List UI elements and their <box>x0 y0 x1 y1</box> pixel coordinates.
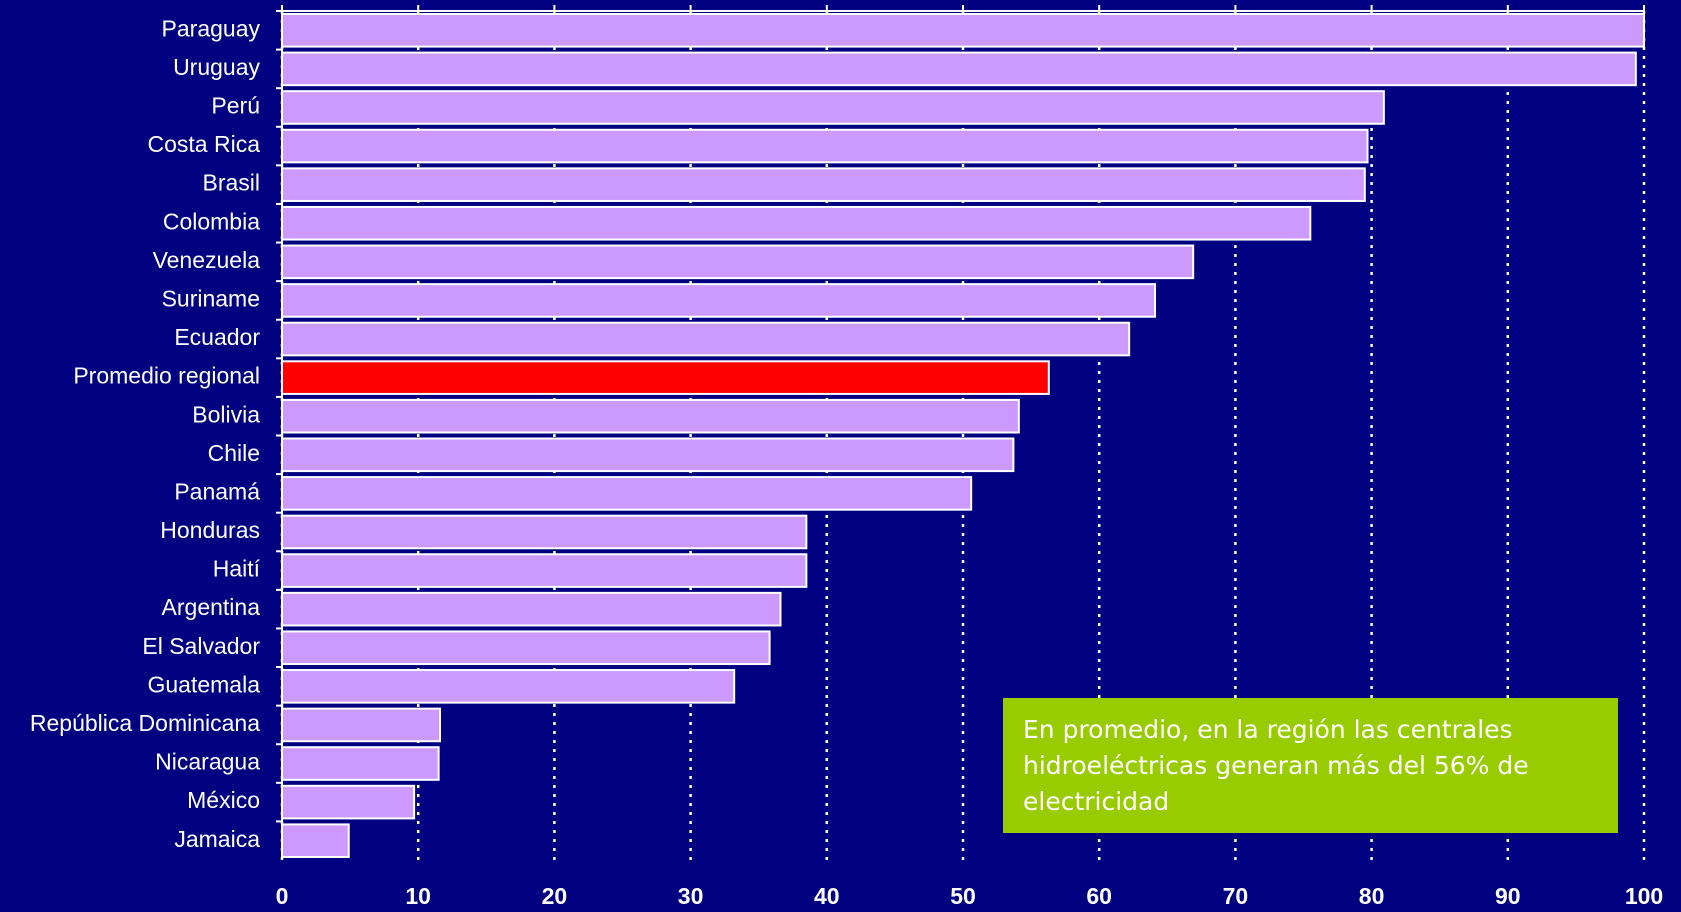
bar <box>281 205 1312 241</box>
y-tick-label: Perú <box>211 93 260 119</box>
y-tick-label: El Salvador <box>142 633 260 659</box>
bar <box>281 360 1050 395</box>
y-tick-label: Guatemala <box>147 671 260 697</box>
bar <box>281 167 1366 202</box>
bar <box>281 707 441 743</box>
bar <box>281 128 1369 164</box>
bar <box>281 90 1385 125</box>
y-tick-label: Venezuela <box>153 247 261 273</box>
bar <box>281 244 1195 280</box>
y-tick-label: Promedio regional <box>73 363 260 389</box>
y-tick-label: República Dominicana <box>30 710 260 736</box>
y-tick-label: Brasil <box>202 170 260 196</box>
bar <box>281 476 973 511</box>
bar <box>281 51 1637 87</box>
bar <box>281 437 1015 473</box>
y-tick-label: Suriname <box>162 286 260 312</box>
y-tick-label: Panamá <box>174 478 260 504</box>
y-tick-label: Argentina <box>162 594 261 620</box>
bar <box>281 283 1157 318</box>
bar <box>281 591 782 627</box>
bar <box>281 630 771 666</box>
y-tick-label: Nicaragua <box>155 749 260 775</box>
x-tick-label: 0 <box>276 883 289 909</box>
bar <box>281 398 1020 434</box>
x-tick-label: 10 <box>405 883 431 909</box>
x-tick-label: 50 <box>950 883 976 909</box>
x-tick-label: 100 <box>1625 883 1663 909</box>
y-tick-label: Paraguay <box>162 15 261 41</box>
bar <box>281 321 1131 357</box>
y-tick-label: Costa Rica <box>148 131 261 157</box>
x-tick-label: 30 <box>678 883 704 909</box>
x-tick-label: 80 <box>1359 883 1385 909</box>
bar <box>281 784 416 820</box>
bar <box>281 553 808 588</box>
bar <box>281 514 808 550</box>
bar <box>281 746 440 781</box>
bar <box>281 13 1645 48</box>
x-tick-label: 70 <box>1223 883 1249 909</box>
x-tick-label: 20 <box>542 883 568 909</box>
y-tick-label: Chile <box>208 440 260 466</box>
y-tick-label: México <box>187 787 260 813</box>
y-tick-label: Jamaica <box>174 826 260 852</box>
bar <box>281 823 350 859</box>
y-tick-label: Ecuador <box>174 324 260 350</box>
y-tick-label: Honduras <box>160 517 260 543</box>
y-tick-label: Haití <box>213 556 261 582</box>
x-tick-label: 60 <box>1086 883 1112 909</box>
annotation: En promedio, en la región las centrales … <box>1003 698 1618 833</box>
y-tick-label: Colombia <box>163 208 260 234</box>
x-tick-label: 40 <box>814 883 840 909</box>
y-tick-label: Uruguay <box>173 54 260 80</box>
y-tick-label: Bolivia <box>192 401 260 427</box>
x-tick-label: 90 <box>1495 883 1521 909</box>
bar <box>281 669 736 704</box>
